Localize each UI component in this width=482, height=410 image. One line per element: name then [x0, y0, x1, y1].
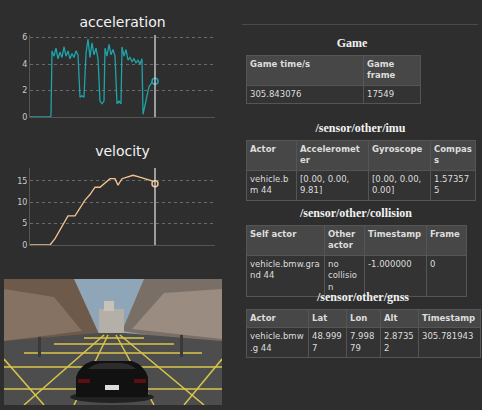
html-text:48.9997: 48.9997: [312, 331, 342, 353]
html-text:1.573575: 1.573575: [434, 173, 470, 196]
html-text:Accelerometer: Accelerometer: [300, 144, 360, 166]
html-text:[0.00, 0.00, 0.00]: [0.00, 0.00, 0.00]: [372, 173, 422, 196]
html-text:Gyroscope: Gyroscope: [372, 144, 423, 154]
html-text:-1.000000: -1.000000: [368, 258, 412, 269]
svg-text:acceleration: acceleration: [79, 14, 165, 30]
svg-text:4: 4: [22, 60, 27, 69]
html-text:Alt: Alt: [384, 313, 398, 323]
svg-text:0: 0: [22, 241, 27, 250]
html-text:Timestamp: Timestamp: [422, 313, 476, 323]
html-text:0: 0: [430, 258, 436, 269]
html-text:vehicle.bm 44: vehicle.bm 44: [250, 173, 289, 196]
svg-text:6: 6: [22, 33, 27, 42]
html-text:305.781943: 305.781943: [422, 331, 474, 342]
html-text:7.99879: 7.99879: [350, 331, 375, 353]
html-text:Timestamp: Timestamp: [368, 229, 422, 239]
html-text:no collision: no collision: [328, 258, 357, 292]
html-text:Game time/s: Game time/s: [250, 59, 311, 69]
html-text:Lon: Lon: [350, 313, 368, 323]
html-text:/sensor/other/imu: /sensor/other/imu: [315, 121, 406, 135]
html-text:Lat: Lat: [312, 313, 328, 323]
html-text:Actor: Actor: [250, 144, 276, 154]
svg-text:0: 0: [22, 113, 27, 122]
html-text:/sensor/other/gnss: /sensor/other/gnss: [317, 290, 409, 304]
svg-text:15: 15: [17, 177, 27, 186]
html-text:[0.00, 0.00, 9.81]: [0.00, 0.00, 9.81]: [300, 173, 350, 196]
html-text:vehicle.bmw.grand 44: vehicle.bmw.grand 44: [250, 258, 320, 281]
html-text:/sensor/other/collision: /sensor/other/collision: [300, 206, 412, 220]
html-text:Game frame: Game frame: [367, 59, 396, 81]
html-text:vehicle.bmw.g 44: vehicle.bmw.g 44: [250, 331, 304, 353]
html-text:Actor: Actor: [250, 313, 276, 323]
svg-text:5: 5: [22, 219, 27, 228]
svg-text:velocity: velocity: [95, 143, 150, 159]
html-text:Self actor: Self actor: [250, 229, 297, 239]
html-text:305.843076: 305.843076: [250, 88, 302, 99]
html-text:2.87352: 2.87352: [384, 331, 414, 353]
svg-text:2: 2: [22, 86, 27, 95]
html-text:Frame: Frame: [430, 229, 460, 239]
html-text:Game: Game: [336, 36, 368, 50]
html-text:Other actor: Other actor: [328, 229, 356, 251]
svg-text:10: 10: [17, 198, 27, 207]
html-text:17549: 17549: [367, 88, 394, 99]
html-text:Compass: Compass: [434, 144, 472, 166]
